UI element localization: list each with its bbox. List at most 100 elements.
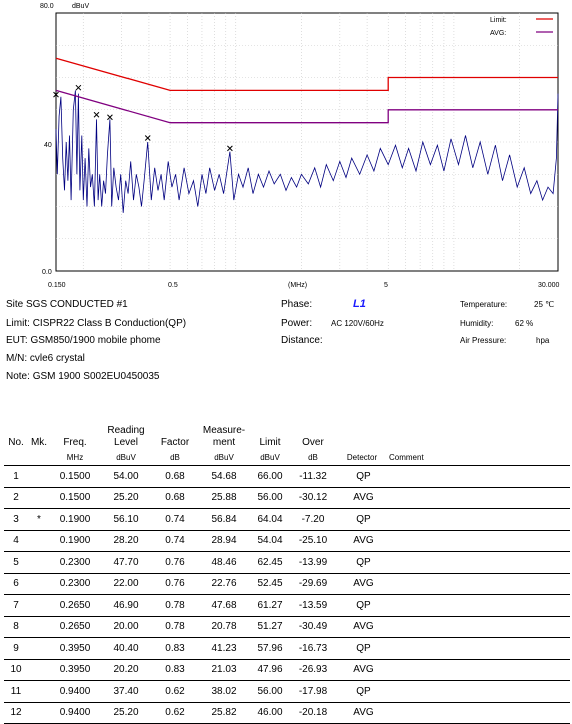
plot-area — [55, 12, 559, 272]
table-cell: 9 — [4, 637, 28, 660]
peak-marker — [93, 111, 100, 118]
site-value: SGS CONDUCTED #1 — [26, 299, 128, 310]
table-cell: 0.74 — [152, 530, 198, 552]
air-pressure-label: Air Pressure: — [460, 336, 507, 345]
table-row: 10 0.3950 20.20 0.83 21.03 47.96 -26.93 AVG — [4, 659, 570, 681]
table-cell: 40.40 — [100, 637, 152, 660]
table-cell: 0.1500 — [50, 487, 100, 509]
table-cell: 20.00 — [100, 616, 152, 638]
table-cell: 12 — [4, 702, 28, 724]
table-cell: 22.00 — [100, 573, 152, 595]
site-label: Site — [6, 299, 24, 310]
table-units-row: MHz dBuV dB dBuV dBuV dB Detector Commen… — [4, 449, 570, 466]
table-cell: 7 — [4, 594, 28, 617]
peak-marker — [75, 84, 82, 91]
table-cell: 51.27 — [250, 616, 290, 638]
table-cell — [388, 551, 570, 574]
table-cell: 0.3950 — [50, 659, 100, 681]
table-cell: 11 — [4, 680, 28, 703]
col-header-over: Over — [302, 437, 324, 448]
table-cell: 0.2650 — [50, 616, 100, 638]
table-cell: 54.00 — [100, 465, 152, 488]
table-cell — [28, 659, 50, 681]
table-cell: 46.90 — [100, 594, 152, 617]
table-cell: -13.59 — [290, 594, 336, 617]
table-cell: 28.20 — [100, 530, 152, 552]
table-row: 12 0.9400 25.20 0.62 25.82 46.00 -20.18 AVG — [4, 702, 570, 724]
table-cell: 8 — [4, 616, 28, 638]
peak-marker-stroke — [107, 114, 113, 121]
table-cell: -26.93 — [290, 659, 336, 681]
limit-line: Limit: CISPR22 Class B Conduction(QP) — [6, 318, 186, 329]
eut-line: EUT: GSM850/1900 mobile phome — [6, 335, 161, 346]
table-cell: QP — [336, 508, 388, 531]
table-cell — [388, 465, 570, 488]
peak-marker — [107, 114, 113, 121]
table-cell: -29.69 — [290, 573, 336, 595]
table-cell: 0.62 — [152, 702, 198, 724]
table-cell: 1 — [4, 465, 28, 488]
avg-limit-line — [55, 89, 558, 124]
unit-cell: Comment — [388, 449, 570, 466]
table-cell: 37.40 — [100, 680, 152, 703]
table-row: 9 0.3950 40.40 0.83 41.23 57.96 -16.73 QP — [4, 637, 570, 660]
xtick-label-0.5: 0.5 — [168, 282, 178, 289]
peak-marker-stroke — [53, 91, 59, 98]
peak-marker-stroke — [93, 111, 100, 118]
table-cell: 0.3950 — [50, 637, 100, 660]
note-value: GSM 1900 S002EU0450035 — [32, 371, 160, 382]
table-cell — [388, 702, 570, 724]
temperature-label: Temperature: — [460, 300, 508, 309]
table-cell: 21.03 — [198, 659, 250, 681]
col-header-measurement: Measure- ment — [202, 425, 246, 448]
x-axis-unit-label: (MHz) — [288, 282, 307, 289]
table-cell: AVG — [336, 702, 388, 724]
col-header-freq: Freq. — [63, 437, 87, 448]
xtick-label-5: 5 — [384, 282, 388, 289]
table-cell: 0.9400 — [50, 680, 100, 703]
table-cell: 25.20 — [100, 702, 152, 724]
table-cell: 0.9400 — [50, 702, 100, 724]
mn-value: cvle6 crystal — [29, 353, 85, 364]
table-cell: AVG — [336, 616, 388, 638]
results-table: No. Mk. Freq. Reading Level Factor Measu… — [4, 423, 570, 724]
air-pressure-value: hpa — [536, 336, 550, 345]
table-cell: AVG — [336, 530, 388, 552]
table-cell — [28, 637, 50, 660]
mn-label: M/N: — [6, 353, 28, 364]
table-cell: 3 — [4, 508, 28, 531]
table-cell: 25.20 — [100, 487, 152, 509]
table-cell — [28, 573, 50, 595]
distance-label: Distance: — [281, 335, 323, 346]
table-cell: 66.00 — [250, 465, 290, 488]
table-cell: QP — [336, 465, 388, 488]
peak-marker — [144, 135, 151, 141]
limit-value: CISPR22 Class B Conduction(QP) — [32, 318, 187, 329]
table-cell — [388, 637, 570, 660]
y-axis-unit-label: dBuV — [72, 3, 89, 10]
table-cell: 0.1500 — [50, 465, 100, 488]
table-cell: 56.00 — [250, 680, 290, 703]
table-cell — [28, 465, 50, 488]
table-cell: 56.84 — [198, 508, 250, 531]
table-cell: 47.70 — [100, 551, 152, 574]
table-cell: 0.83 — [152, 637, 198, 660]
table-cell: 46.00 — [250, 702, 290, 724]
col-header-factor: Factor — [160, 437, 190, 448]
table-cell: 57.96 — [250, 637, 290, 660]
table-cell: 54.04 — [250, 530, 290, 552]
xtick-label-30.000: 30.000 — [538, 282, 560, 289]
table-cell: 20.20 — [100, 659, 152, 681]
ytick-label-0: 0.0 — [42, 269, 52, 276]
table-row: 6 0.2300 22.00 0.76 22.76 52.45 -29.69 AVG — [4, 573, 570, 595]
table-cell: 56.00 — [250, 487, 290, 509]
legend-avg-label: AVG: — [490, 30, 506, 37]
legend-limit-label: Limit: — [490, 17, 507, 24]
table-cell: -7.20 — [290, 508, 336, 531]
table-cell: 38.02 — [198, 680, 250, 703]
table-cell: 0.1900 — [50, 530, 100, 552]
unit-cell — [28, 449, 50, 466]
table-cell — [28, 594, 50, 617]
table-row: 7 0.2650 46.90 0.78 47.68 61.27 -13.59 QP — [4, 594, 570, 617]
table-cell — [388, 594, 570, 617]
